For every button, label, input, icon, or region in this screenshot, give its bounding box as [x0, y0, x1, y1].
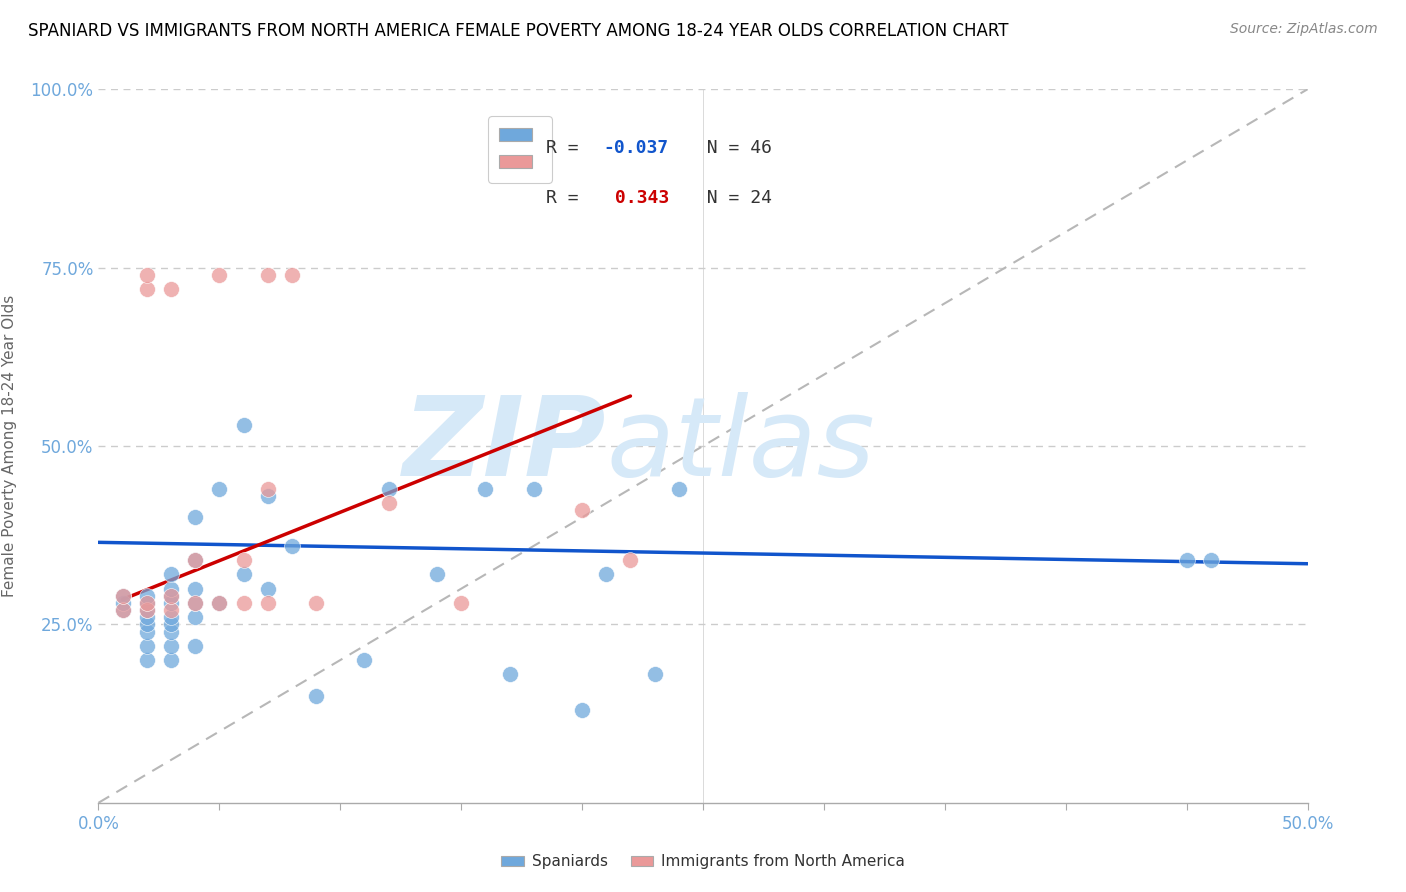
Point: [232, 553, 254, 567]
Point: [135, 268, 157, 282]
Point: [232, 567, 254, 582]
Point: [111, 603, 134, 617]
Point: [135, 596, 157, 610]
Y-axis label: Female Poverty Among 18-24 Year Olds: Female Poverty Among 18-24 Year Olds: [1, 295, 17, 597]
Point: [523, 482, 546, 496]
Point: [184, 510, 207, 524]
Text: N = 24: N = 24: [685, 189, 772, 207]
Point: [160, 603, 183, 617]
Point: [111, 596, 134, 610]
Point: [160, 282, 183, 296]
Point: [135, 610, 157, 624]
Point: [305, 596, 328, 610]
Point: [160, 589, 183, 603]
Point: [256, 596, 278, 610]
Point: [232, 417, 254, 432]
Point: [184, 553, 207, 567]
Point: [135, 603, 157, 617]
Point: [571, 503, 593, 517]
Point: [1175, 553, 1198, 567]
Point: [111, 589, 134, 603]
Point: [208, 596, 231, 610]
Point: [184, 596, 207, 610]
Text: Source: ZipAtlas.com: Source: ZipAtlas.com: [1230, 22, 1378, 37]
Point: [426, 567, 449, 582]
Point: [498, 667, 520, 681]
Point: [184, 582, 207, 596]
Point: [135, 653, 157, 667]
Point: [160, 624, 183, 639]
Point: [377, 482, 399, 496]
Legend: , : ,: [488, 116, 551, 183]
Point: [184, 610, 207, 624]
Text: R =: R =: [546, 139, 589, 157]
Point: [1199, 553, 1222, 567]
Point: [208, 268, 231, 282]
Point: [668, 482, 690, 496]
Text: N = 46: N = 46: [685, 139, 772, 157]
Point: [256, 482, 278, 496]
Point: [256, 489, 278, 503]
Point: [160, 639, 183, 653]
Point: [135, 603, 157, 617]
Point: [571, 703, 593, 717]
Point: [160, 617, 183, 632]
Text: -0.037: -0.037: [603, 139, 669, 157]
Point: [160, 589, 183, 603]
Point: [160, 567, 183, 582]
Point: [135, 282, 157, 296]
Point: [353, 653, 375, 667]
Point: [160, 610, 183, 624]
Point: [281, 539, 304, 553]
Point: [135, 624, 157, 639]
Text: 0.343: 0.343: [603, 189, 669, 207]
Point: [595, 567, 617, 582]
Point: [281, 268, 304, 282]
Point: [184, 596, 207, 610]
Point: [450, 596, 472, 610]
Point: [305, 689, 328, 703]
Point: [160, 653, 183, 667]
Point: [474, 482, 496, 496]
Point: [160, 596, 183, 610]
Point: [619, 553, 641, 567]
Point: [208, 596, 231, 610]
Point: [135, 589, 157, 603]
Point: [256, 268, 278, 282]
Legend: Spaniards, Immigrants from North America: Spaniards, Immigrants from North America: [495, 848, 911, 875]
Point: [644, 667, 666, 681]
Point: [111, 589, 134, 603]
Point: [160, 582, 183, 596]
Point: [232, 596, 254, 610]
Text: R =: R =: [546, 189, 589, 207]
Point: [135, 617, 157, 632]
Text: SPANIARD VS IMMIGRANTS FROM NORTH AMERICA FEMALE POVERTY AMONG 18-24 YEAR OLDS C: SPANIARD VS IMMIGRANTS FROM NORTH AMERIC…: [28, 22, 1008, 40]
Point: [208, 482, 231, 496]
Point: [377, 496, 399, 510]
Point: [256, 582, 278, 596]
Point: [111, 603, 134, 617]
Point: [184, 639, 207, 653]
Text: ZIP: ZIP: [402, 392, 606, 500]
Point: [184, 553, 207, 567]
Point: [135, 596, 157, 610]
Text: atlas: atlas: [606, 392, 875, 500]
Point: [135, 639, 157, 653]
